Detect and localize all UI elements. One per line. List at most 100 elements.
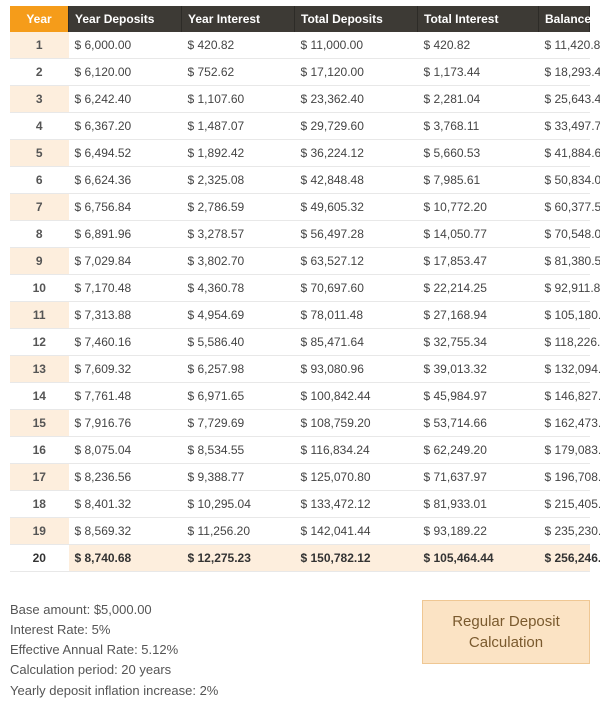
cell-total-interest: $ 105,464.44: [418, 545, 539, 572]
input-inflation-increase: Yearly deposit inflation increase: 2%: [10, 681, 218, 701]
cell-total-interest: $ 3,768.11: [418, 113, 539, 140]
table-header-row: Year Year Deposits Year Interest Total D…: [10, 6, 590, 32]
cell-total-deposits: $ 116,834.24: [295, 437, 418, 464]
table-row: 8$ 6,891.96$ 3,278.57$ 56,497.28$ 14,050…: [10, 221, 590, 248]
cell-year-interest: $ 6,971.65: [182, 383, 295, 410]
cell-year-deposits: $ 6,120.00: [69, 59, 182, 86]
cell-total-interest: $ 2,281.04: [418, 86, 539, 113]
table-row: 6$ 6,624.36$ 2,325.08$ 42,848.48$ 7,985.…: [10, 167, 590, 194]
cell-total-interest: $ 62,249.20: [418, 437, 539, 464]
calculation-inputs: Base amount: $5,000.00 Interest Rate: 5%…: [10, 600, 218, 701]
cell-balance: $ 146,827.41: [539, 383, 590, 410]
cell-total-deposits: $ 133,472.12: [295, 491, 418, 518]
cell-year-interest: $ 2,786.59: [182, 194, 295, 221]
cell-year: 3: [10, 86, 69, 113]
cell-total-interest: $ 14,050.77: [418, 221, 539, 248]
cell-balance: $ 196,708.77: [539, 464, 590, 491]
cell-total-deposits: $ 100,842.44: [295, 383, 418, 410]
table-row: 5$ 6,494.52$ 1,892.42$ 36,224.12$ 5,660.…: [10, 140, 590, 167]
cell-year-deposits: $ 6,624.36: [69, 167, 182, 194]
cell-year: 17: [10, 464, 69, 491]
table-row: 19$ 8,569.32$ 11,256.20$ 142,041.44$ 93,…: [10, 518, 590, 545]
input-calculation-period: Calculation period: 20 years: [10, 660, 218, 680]
input-interest-rate: Interest Rate: 5%: [10, 620, 218, 640]
cell-total-interest: $ 420.82: [418, 32, 539, 59]
table-row: 16$ 8,075.04$ 8,534.55$ 116,834.24$ 62,2…: [10, 437, 590, 464]
col-header-total-deposits: Total Deposits: [295, 6, 418, 32]
cell-year-interest: $ 4,954.69: [182, 302, 295, 329]
cell-year: 5: [10, 140, 69, 167]
table-row: 13$ 7,609.32$ 6,257.98$ 93,080.96$ 39,01…: [10, 356, 590, 383]
cell-year-deposits: $ 6,756.84: [69, 194, 182, 221]
cell-year: 19: [10, 518, 69, 545]
cell-year: 1: [10, 32, 69, 59]
cell-total-deposits: $ 78,011.48: [295, 302, 418, 329]
cell-year: 12: [10, 329, 69, 356]
cell-total-interest: $ 27,168.94: [418, 302, 539, 329]
cell-year-interest: $ 3,278.57: [182, 221, 295, 248]
cell-year: 11: [10, 302, 69, 329]
cell-year-interest: $ 12,275.23: [182, 545, 295, 572]
cell-year-deposits: $ 8,569.32: [69, 518, 182, 545]
table-row: 14$ 7,761.48$ 6,971.65$ 100,842.44$ 45,9…: [10, 383, 590, 410]
cell-year: 9: [10, 248, 69, 275]
deposits-table: Year Year Deposits Year Interest Total D…: [10, 6, 590, 572]
cell-balance: $ 179,083.44: [539, 437, 590, 464]
cell-balance: $ 235,230.66: [539, 518, 590, 545]
col-header-year-interest: Year Interest: [182, 6, 295, 32]
table-row: 17$ 8,236.56$ 9,388.77$ 125,070.80$ 71,6…: [10, 464, 590, 491]
cell-total-deposits: $ 93,080.96: [295, 356, 418, 383]
cell-total-deposits: $ 150,782.12: [295, 545, 418, 572]
cell-total-interest: $ 10,772.20: [418, 194, 539, 221]
cell-balance: $ 50,834.09: [539, 167, 590, 194]
cell-year-deposits: $ 8,075.04: [69, 437, 182, 464]
table-row: 7$ 6,756.84$ 2,786.59$ 49,605.32$ 10,772…: [10, 194, 590, 221]
table-row: 18$ 8,401.32$ 10,295.04$ 133,472.12$ 81,…: [10, 491, 590, 518]
input-base-amount: Base amount: $5,000.00: [10, 600, 218, 620]
cell-balance: $ 105,180.42: [539, 302, 590, 329]
cell-total-interest: $ 17,853.47: [418, 248, 539, 275]
cell-year-interest: $ 9,388.77: [182, 464, 295, 491]
col-header-year: Year: [10, 6, 69, 32]
cell-balance: $ 81,380.59: [539, 248, 590, 275]
cell-year-deposits: $ 7,313.88: [69, 302, 182, 329]
cell-year-deposits: $ 7,170.48: [69, 275, 182, 302]
cell-total-interest: $ 32,755.34: [418, 329, 539, 356]
col-header-year-deposits: Year Deposits: [69, 6, 182, 32]
cell-total-interest: $ 1,173.44: [418, 59, 539, 86]
cell-total-deposits: $ 29,729.60: [295, 113, 418, 140]
table-row: 11$ 7,313.88$ 4,954.69$ 78,011.48$ 27,16…: [10, 302, 590, 329]
table-row: 2$ 6,120.00$ 752.62$ 17,120.00$ 1,173.44…: [10, 59, 590, 86]
badge-line1: Regular Deposit: [445, 611, 567, 632]
cell-total-interest: $ 45,984.97: [418, 383, 539, 410]
cell-total-interest: $ 93,189.22: [418, 518, 539, 545]
cell-year: 4: [10, 113, 69, 140]
cell-total-deposits: $ 11,000.00: [295, 32, 418, 59]
table-row: 3$ 6,242.40$ 1,107.60$ 23,362.40$ 2,281.…: [10, 86, 590, 113]
footer: Base amount: $5,000.00 Interest Rate: 5%…: [10, 600, 590, 701]
cell-year-interest: $ 1,107.60: [182, 86, 295, 113]
cell-total-interest: $ 53,714.66: [418, 410, 539, 437]
cell-year: 16: [10, 437, 69, 464]
badge-line2: Calculation: [445, 632, 567, 653]
cell-balance: $ 41,884.65: [539, 140, 590, 167]
cell-year-deposits: $ 7,029.84: [69, 248, 182, 275]
cell-total-deposits: $ 56,497.28: [295, 221, 418, 248]
cell-year-deposits: $ 7,460.16: [69, 329, 182, 356]
cell-total-deposits: $ 70,697.60: [295, 275, 418, 302]
cell-total-deposits: $ 85,471.64: [295, 329, 418, 356]
input-effective-annual-rate: Effective Annual Rate: 5.12%: [10, 640, 218, 660]
cell-year: 15: [10, 410, 69, 437]
cell-year-interest: $ 420.82: [182, 32, 295, 59]
cell-year-deposits: $ 8,401.32: [69, 491, 182, 518]
table-row: 15$ 7,916.76$ 7,729.69$ 108,759.20$ 53,7…: [10, 410, 590, 437]
cell-balance: $ 92,911.85: [539, 275, 590, 302]
cell-total-deposits: $ 42,848.48: [295, 167, 418, 194]
cell-total-deposits: $ 23,362.40: [295, 86, 418, 113]
cell-year: 7: [10, 194, 69, 221]
cell-year-interest: $ 1,892.42: [182, 140, 295, 167]
cell-year: 18: [10, 491, 69, 518]
table-row: 12$ 7,460.16$ 5,586.40$ 85,471.64$ 32,75…: [10, 329, 590, 356]
cell-year-interest: $ 8,534.55: [182, 437, 295, 464]
table-row: 20$ 8,740.68$ 12,275.23$ 150,782.12$ 105…: [10, 545, 590, 572]
